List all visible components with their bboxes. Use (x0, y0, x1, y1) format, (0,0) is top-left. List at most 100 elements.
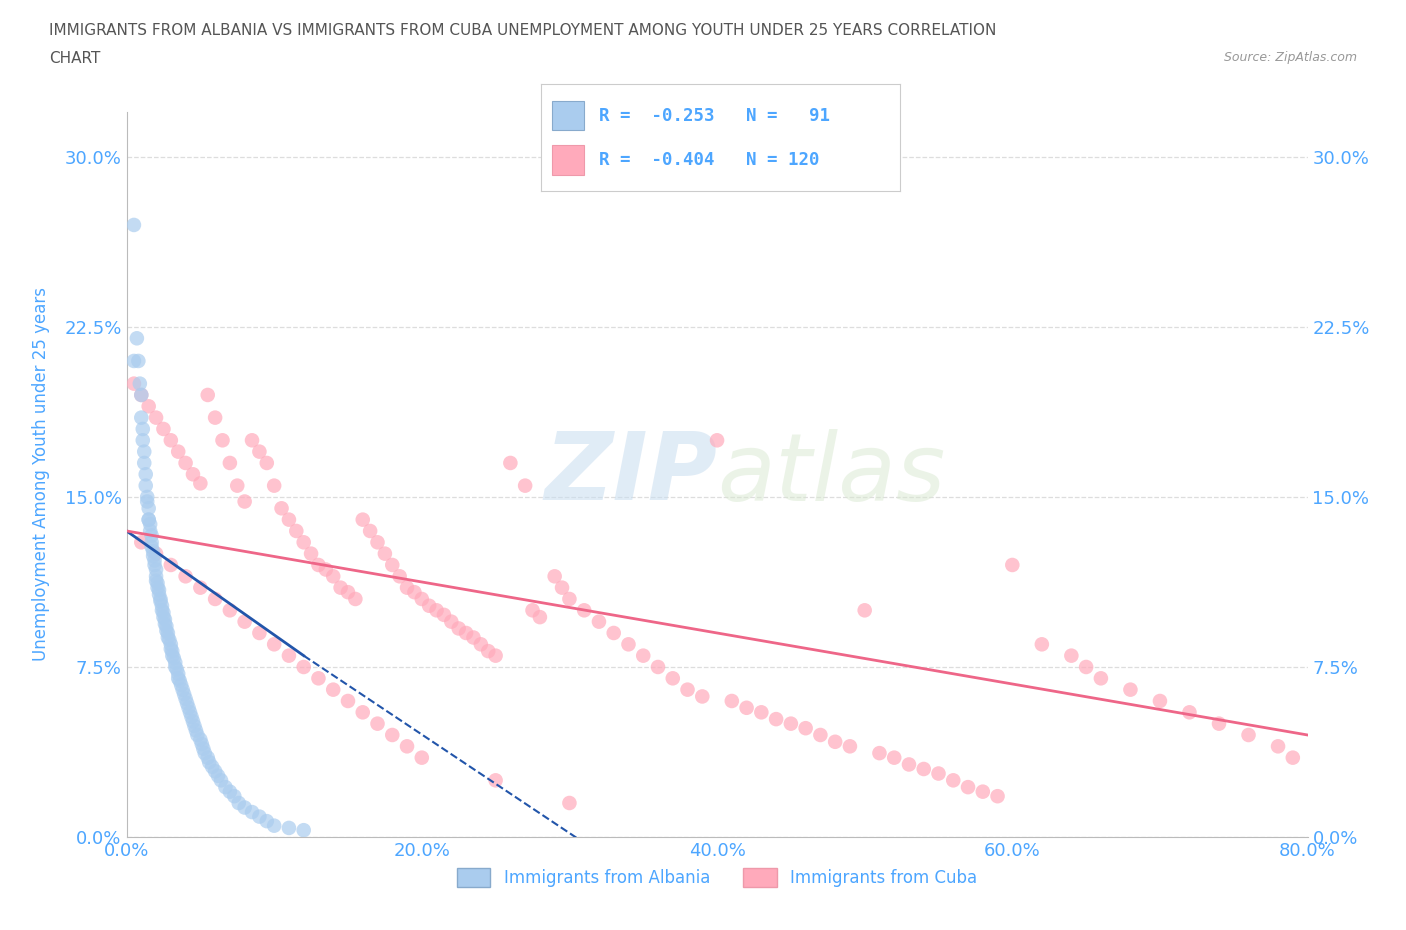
Point (433, 607, 456, 622)
Point (214, 779, 236, 794)
Point (145, 546, 167, 561)
Point (176, 696, 198, 711)
Point (162, 648, 184, 663)
Point (308, 671, 330, 685)
Point (148, 587, 170, 602)
Point (735, 700, 758, 715)
Point (122, 376, 145, 391)
Point (484, 773, 508, 788)
Point (692, 689, 714, 704)
Point (152, 605, 174, 620)
Point (292, 823, 315, 838)
Point (308, 558, 330, 573)
Point (388, 569, 411, 584)
Text: R =  -0.404   N = 120: R = -0.404 N = 120 (599, 151, 820, 169)
Point (149, 591, 172, 606)
Point (765, 711, 787, 726)
Point (183, 719, 205, 734)
Point (134, 456, 156, 471)
Point (198, 755, 221, 770)
Point (233, 614, 256, 629)
Point (167, 666, 190, 681)
Point (603, 626, 626, 641)
Point (456, 626, 478, 641)
Point (972, 784, 994, 799)
Point (780, 716, 803, 731)
Point (129, 410, 153, 425)
Point (188, 732, 212, 747)
Point (184, 723, 207, 737)
Legend: Immigrants from Albania, Immigrants from Cuba: Immigrants from Albania, Immigrants from… (450, 861, 984, 894)
Point (322, 569, 344, 584)
Point (515, 478, 537, 493)
Point (139, 524, 162, 538)
Point (219, 456, 242, 471)
Point (145, 569, 167, 584)
Point (150, 598, 173, 613)
Point (167, 671, 190, 685)
Point (177, 700, 200, 715)
Point (374, 546, 396, 561)
Point (143, 558, 166, 573)
Point (122, 353, 145, 368)
Point (226, 478, 249, 493)
Point (181, 467, 204, 482)
Text: atlas: atlas (717, 429, 945, 520)
Point (418, 598, 440, 613)
Point (193, 741, 215, 756)
Point (292, 659, 315, 674)
Point (1001, 558, 1024, 573)
Point (166, 662, 188, 677)
Point (1237, 727, 1260, 742)
Point (188, 476, 212, 491)
Point (142, 549, 165, 564)
Point (249, 445, 271, 459)
Point (129, 388, 153, 403)
Point (174, 456, 197, 471)
Point (574, 603, 596, 618)
Point (256, 814, 278, 829)
Point (146, 576, 169, 591)
Point (180, 710, 202, 724)
Point (484, 648, 508, 663)
Point (1090, 671, 1112, 685)
Point (174, 569, 197, 584)
Point (1031, 637, 1053, 652)
Point (233, 800, 256, 815)
Point (551, 580, 574, 595)
Point (1119, 683, 1142, 698)
Point (411, 751, 433, 765)
Point (647, 659, 669, 674)
Point (543, 569, 565, 584)
Point (1076, 659, 1098, 674)
Point (149, 594, 172, 609)
Point (219, 784, 242, 799)
Point (404, 585, 426, 600)
Point (142, 544, 165, 559)
Point (396, 738, 419, 753)
Point (162, 644, 184, 658)
Point (135, 467, 157, 482)
Point (263, 637, 285, 652)
Point (157, 632, 180, 647)
Point (194, 746, 217, 761)
Point (145, 574, 167, 589)
Point (122, 218, 145, 232)
Point (1149, 694, 1171, 709)
Text: R =  -0.253   N =   91: R = -0.253 N = 91 (599, 107, 830, 125)
Point (838, 738, 860, 753)
Point (145, 562, 167, 577)
Point (179, 705, 201, 720)
Point (292, 535, 315, 550)
Point (367, 716, 389, 731)
Point (352, 512, 374, 527)
Point (440, 614, 463, 629)
Point (160, 637, 183, 652)
Point (156, 631, 179, 645)
Point (181, 714, 204, 729)
Point (662, 671, 685, 685)
Point (148, 582, 170, 597)
Point (224, 789, 246, 804)
Point (249, 809, 271, 824)
Point (956, 779, 979, 794)
